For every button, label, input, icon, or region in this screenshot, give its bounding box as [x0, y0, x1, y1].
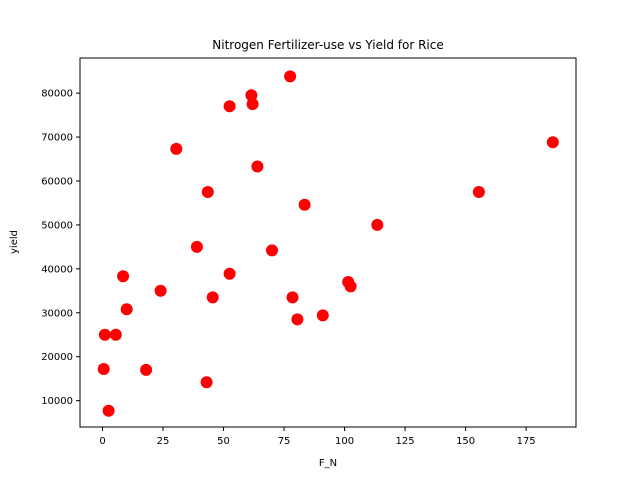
y-tick-label: 60000	[41, 177, 73, 188]
data-point	[371, 218, 384, 231]
data-point	[284, 70, 297, 83]
axes-frame	[79, 57, 577, 428]
data-point	[546, 136, 559, 149]
x-tick-label: 125	[396, 436, 415, 447]
x-tick-label: 75	[278, 436, 291, 447]
x-tick-label: 175	[517, 436, 536, 447]
data-point	[102, 404, 115, 417]
data-point	[246, 98, 259, 111]
x-tick-label: 50	[217, 436, 230, 447]
y-axis-ticks: 10000 20000 30000 40000 50000 60000 70000 80000	[41, 89, 80, 407]
data-point	[223, 100, 236, 113]
data-point	[251, 160, 264, 173]
data-point	[245, 89, 258, 102]
data-point	[109, 328, 122, 341]
data-point	[201, 186, 214, 198]
data-point	[170, 142, 183, 155]
data-point	[316, 309, 329, 322]
chart-title: Nitrogen Fertilizer-use vs Yield for Ric…	[212, 38, 443, 52]
x-tick-label: 100	[335, 436, 354, 447]
y-tick-label: 80000	[41, 89, 73, 100]
data-point	[120, 303, 133, 316]
data-point	[291, 313, 304, 326]
data-point	[154, 284, 167, 297]
data-point	[200, 376, 213, 389]
data-point	[344, 280, 357, 293]
y-tick-label: 10000	[41, 396, 73, 407]
data-point	[117, 270, 130, 283]
data-point	[266, 244, 278, 257]
data-point	[472, 186, 485, 198]
y-tick-label: 70000	[41, 133, 73, 144]
data-points	[97, 70, 559, 417]
y-axis-label: yield	[9, 230, 20, 254]
data-point	[98, 328, 111, 341]
data-point	[298, 198, 311, 211]
y-tick-label: 50000	[41, 220, 73, 231]
data-point	[190, 240, 203, 253]
y-tick-label: 20000	[41, 352, 73, 363]
x-tick-label: 25	[157, 436, 170, 447]
y-tick-label: 30000	[41, 308, 73, 319]
data-point	[140, 363, 153, 376]
x-axis-label: F_N	[319, 458, 337, 469]
data-point	[97, 363, 110, 375]
x-axis-ticks: 0 25 50 75 100 125 150 175	[99, 427, 536, 447]
x-tick-label: 150	[456, 436, 475, 447]
data-point	[223, 267, 236, 280]
y-tick-label: 40000	[41, 264, 73, 275]
data-point	[286, 291, 299, 304]
x-tick-label: 0	[99, 436, 105, 447]
data-point	[206, 291, 219, 304]
